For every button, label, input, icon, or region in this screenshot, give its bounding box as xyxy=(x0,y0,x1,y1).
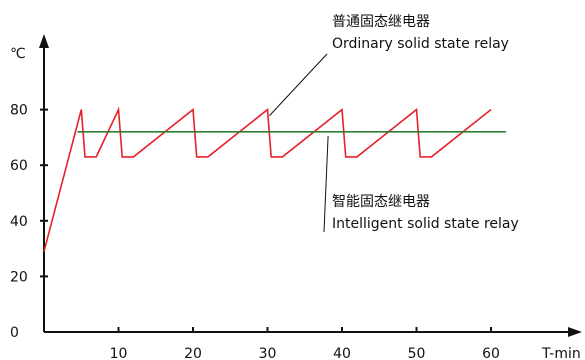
x-tick-label: 50 xyxy=(408,346,426,360)
y-tick-label: 20 xyxy=(10,269,28,285)
annotation-intelligent-en: Intelligent solid state relay xyxy=(332,216,519,232)
annotation-ordinary-cn: 普通固态继电器 xyxy=(332,14,430,30)
x-axis-arrow xyxy=(568,327,582,337)
series-group xyxy=(43,106,506,252)
y-tick-label: 40 xyxy=(10,214,28,230)
x-tick-label: 10 xyxy=(110,346,128,360)
y-axis-arrow xyxy=(39,34,49,48)
x-axis-unit-label: T-min xyxy=(541,346,581,360)
annotation-ordinary-en: Ordinary solid state relay xyxy=(332,36,509,52)
x-tick-label: 40 xyxy=(333,346,351,360)
series-ordinary-line xyxy=(43,106,492,252)
x-tick-label: 20 xyxy=(184,346,202,360)
y-tick-label: 60 xyxy=(10,158,28,174)
annotation-intelligent-cn: 智能固态继电器 xyxy=(332,194,430,210)
x-tick-label: 30 xyxy=(259,346,277,360)
y-tick-label: 80 xyxy=(10,103,28,119)
annotation-leader-intelligent xyxy=(323,135,329,233)
annotations: 普通固态继电器 Ordinary solid state relay 智能固态继… xyxy=(269,14,519,233)
annotation-leader-ordinary xyxy=(269,53,328,116)
x-tick-label: 60 xyxy=(482,346,500,360)
y-tick-label: 0 xyxy=(10,325,19,341)
axes xyxy=(39,34,582,337)
ticks: 0 20 40 60 80 10 20 30 40 50 60 xyxy=(10,103,500,360)
y-axis-unit-label: ℃ xyxy=(10,46,26,62)
